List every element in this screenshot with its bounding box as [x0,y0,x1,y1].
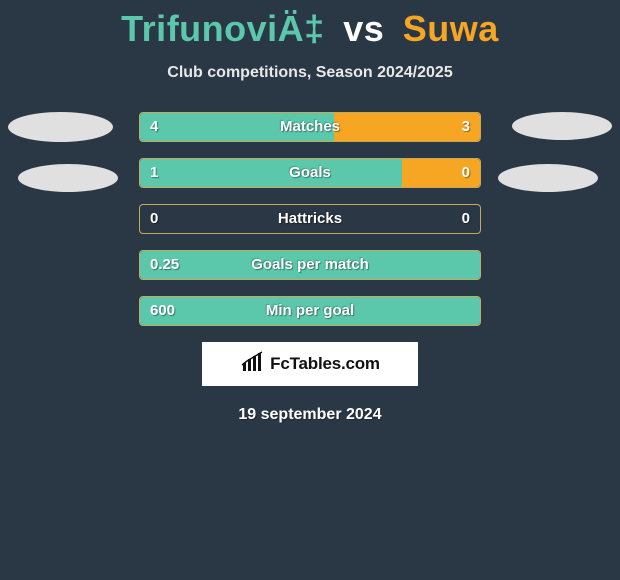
stat-value-left: 1 [150,159,158,187]
stat-row: Min per goal600 [139,296,481,326]
deco-ellipse-right-1 [512,112,612,140]
deco-ellipse-left-2 [18,164,118,192]
subtitle: Club competitions, Season 2024/2025 [0,64,620,82]
bar-chart-icon [240,351,266,378]
player2-name: Suwa [403,8,499,49]
deco-ellipse-right-2 [498,164,598,192]
comparison-chart: Matches43Goals10Hattricks00Goals per mat… [0,112,620,326]
stat-label: Hattricks [140,205,480,233]
stat-value-right: 0 [462,159,470,187]
page-title: TrifunoviÄ‡ vs Suwa [0,0,620,50]
date-label: 19 september 2024 [0,406,620,424]
stat-row: Hattricks0 0 [139,204,481,234]
stat-value-right: 0 [462,205,470,233]
stat-row: Matches4 3 [139,112,481,142]
deco-ellipse-left-1 [8,112,113,142]
stat-row: Goals1 0 [139,158,481,188]
stat-value-right: 3 [462,113,470,141]
stat-value-left: 600 [150,297,175,325]
stat-row: Goals per match0.25 [139,250,481,280]
stat-label: Goals per match [140,251,480,279]
logo-box: FcTables.com [202,342,418,386]
stat-label: Goals [140,159,480,187]
stat-label: Matches [140,113,480,141]
stat-value-left: 0.25 [150,251,179,279]
vs-label: vs [343,8,384,49]
stat-value-left: 4 [150,113,158,141]
stat-label: Min per goal [140,297,480,325]
stat-value-left: 0 [150,205,158,233]
player1-name: TrifunoviÄ‡ [121,8,325,49]
logo-text: FcTables.com [270,354,380,374]
